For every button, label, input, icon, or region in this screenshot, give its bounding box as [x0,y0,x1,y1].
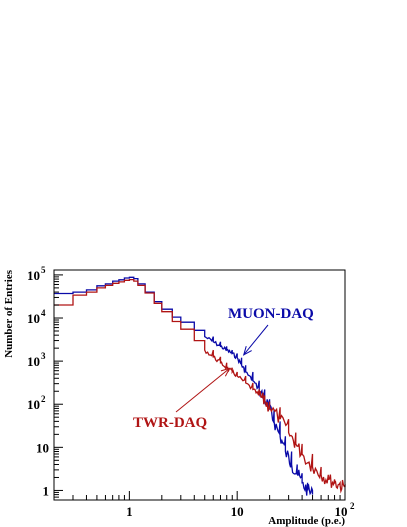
annotation-label: TWR-DAQ [133,415,207,431]
y-tick-label: 10 [27,311,40,326]
annotation-layer: MUON-DAQ TWR-DAQ [133,306,314,431]
annotation-arrow-head [242,346,252,356]
y-tick-exponent: 3 [41,351,46,361]
series-line-twr-daq [54,278,346,494]
y-tick-exponent: 2 [41,394,46,404]
annotation-arrow-head [220,367,231,377]
x-tick-label: 10 [335,504,348,519]
y-tick-label: 10 [27,397,40,412]
y-tick-label: 10 [36,440,49,455]
series-layer [54,276,346,496]
y-tick-label: 10 [27,354,40,369]
y-tick-exponent: 5 [41,265,46,275]
y-tick-label: 1 [43,483,50,498]
annotation-arrow-line [175,367,230,413]
x-tick-label: 10 [231,504,244,519]
y-tick-exponent: 4 [41,308,46,318]
x-tick-label: 1 [126,504,133,519]
plot-frame [53,269,346,501]
x-tick-exponent: 2 [350,501,355,511]
y-axis-label: Number of Entries [3,269,15,358]
x-axis-label: Amplitude (p.e.) [268,515,345,527]
y-tick-label: 10 [27,268,40,283]
annotation-arrow-line [243,324,269,356]
annotation-label: MUON-DAQ [228,306,314,322]
